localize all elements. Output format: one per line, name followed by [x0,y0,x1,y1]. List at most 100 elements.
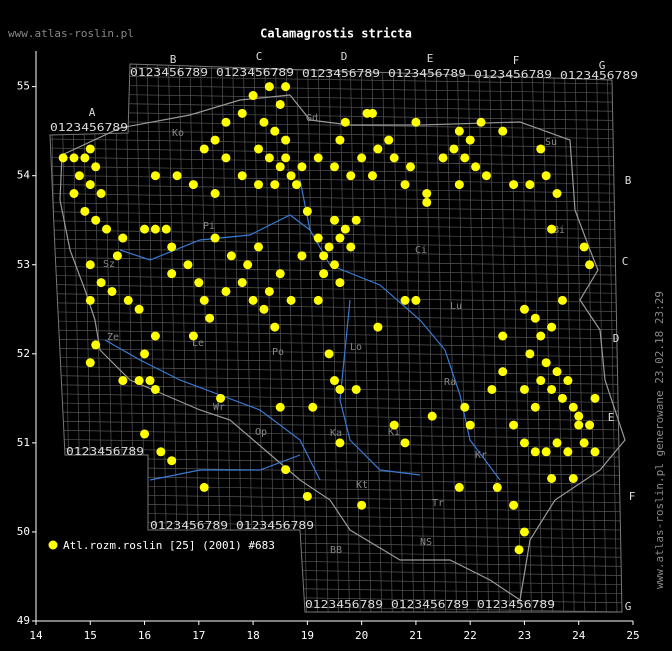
occurrence-point [199,144,209,154]
place-label: Ki [388,427,400,438]
occurrence-point [281,465,291,475]
grid-line-minor [50,202,622,212]
river [119,214,311,261]
occurrence-point [373,322,383,332]
occurrence-point [216,393,226,403]
x-tick-label: 18 [246,629,259,642]
grid-line-minor [50,93,622,103]
occurrence-point [465,420,475,430]
generated-note: www.atlas-roslin.pl generowane 23.02.18 … [653,291,666,589]
occurrence-point [335,135,345,145]
grid-line-minor [61,64,72,612]
grid-row-letter: C [622,255,629,268]
grid-line-minor [403,64,415,612]
place-label: Sz [103,259,115,270]
occurrence-point [91,215,101,225]
occurrence-point [313,295,323,305]
grid-column-letter: G [599,59,606,72]
atpol-grid [50,64,622,612]
occurrence-point [107,286,117,296]
occurrence-point [574,411,584,421]
occurrence-point [199,295,209,305]
occurrence-point [340,224,350,234]
occurrence-point [351,215,361,225]
occurrence-point [405,162,415,172]
grid-line-minor [50,420,622,431]
occurrence-point [286,295,296,305]
occurrence-point [194,278,204,288]
occurrence-point [471,162,481,172]
grid-line-minor [210,64,222,612]
grid-digits: 0123456789 [236,519,314,532]
grid-line-minor [178,64,190,612]
occurrence-point [275,269,285,279]
grid-line-minor [467,64,479,612]
occurrence-point [519,384,529,394]
grid-line-minor [50,447,622,458]
occurrence-point [210,135,220,145]
occurrence-point [330,260,339,270]
occurrence-point [167,269,177,279]
grid-line-minor [50,293,622,303]
x-tick-label: 21 [409,629,422,642]
occurrence-point [308,402,318,412]
occurrence-point [85,144,95,154]
y-tick-label: 53 [17,258,30,271]
grid-line-minor [50,265,622,276]
occurrence-point [270,322,280,332]
occurrence-point [422,197,432,207]
grid-column-letter: C [256,50,263,63]
grid-digits: 0123456789 [560,69,638,82]
occurrence-point [248,295,258,305]
occurrence-point [172,171,182,181]
grid-row-letter: F [629,490,636,503]
grid-line-minor [50,575,622,586]
grid-line-minor [50,284,622,294]
occurrence-point [498,367,508,377]
occurrence-point [454,482,464,492]
occurrence-point [525,180,535,190]
occurrence-point [319,251,329,261]
x-tick-label: 23 [518,629,531,642]
occurrence-point [259,117,269,127]
grid-line-minor [242,64,254,612]
occurrence-point [183,260,193,270]
occurrence-point [530,447,540,457]
grid-border [49,63,623,613]
occurrence-point [221,117,231,127]
occurrence-point [590,393,600,403]
occurrence-point [275,402,285,412]
grid-digits: 0123456789 [391,598,469,611]
grid-line-minor [50,338,622,349]
occurrence-point [85,358,95,368]
grid-line-minor [221,64,233,612]
occurrence-point [226,251,236,261]
occurrence-point [237,278,247,288]
occurrence-point [357,153,367,163]
grid-row-letter: B [625,174,632,187]
occurrence-point [509,180,519,190]
occurrence-point [248,91,258,101]
grid-line-minor [253,64,265,612]
occurrence-point [259,304,269,314]
occurrence-point [254,144,264,154]
occurrence-point [324,349,334,359]
occurrence-point [454,126,464,136]
grid-line-minor [563,64,575,612]
grid-digits: 0123456789 [50,121,128,134]
grid-line-minor [307,64,318,612]
occurrence-point [161,224,171,234]
occurrence-point [335,233,345,243]
occurrence-point [590,447,600,457]
occurrence-point [210,233,220,243]
y-tick-label: 54 [17,169,31,182]
occurrence-point [145,376,155,386]
grid-line-minor [50,402,622,413]
grid-digits: 0123456789 [216,66,294,79]
place-label: Gd [306,113,318,124]
occurrence-point [112,251,122,261]
grid-line-minor [50,320,622,331]
occurrence-point [568,474,578,483]
grid-line-minor [275,64,286,612]
occurrence-point [140,429,150,439]
